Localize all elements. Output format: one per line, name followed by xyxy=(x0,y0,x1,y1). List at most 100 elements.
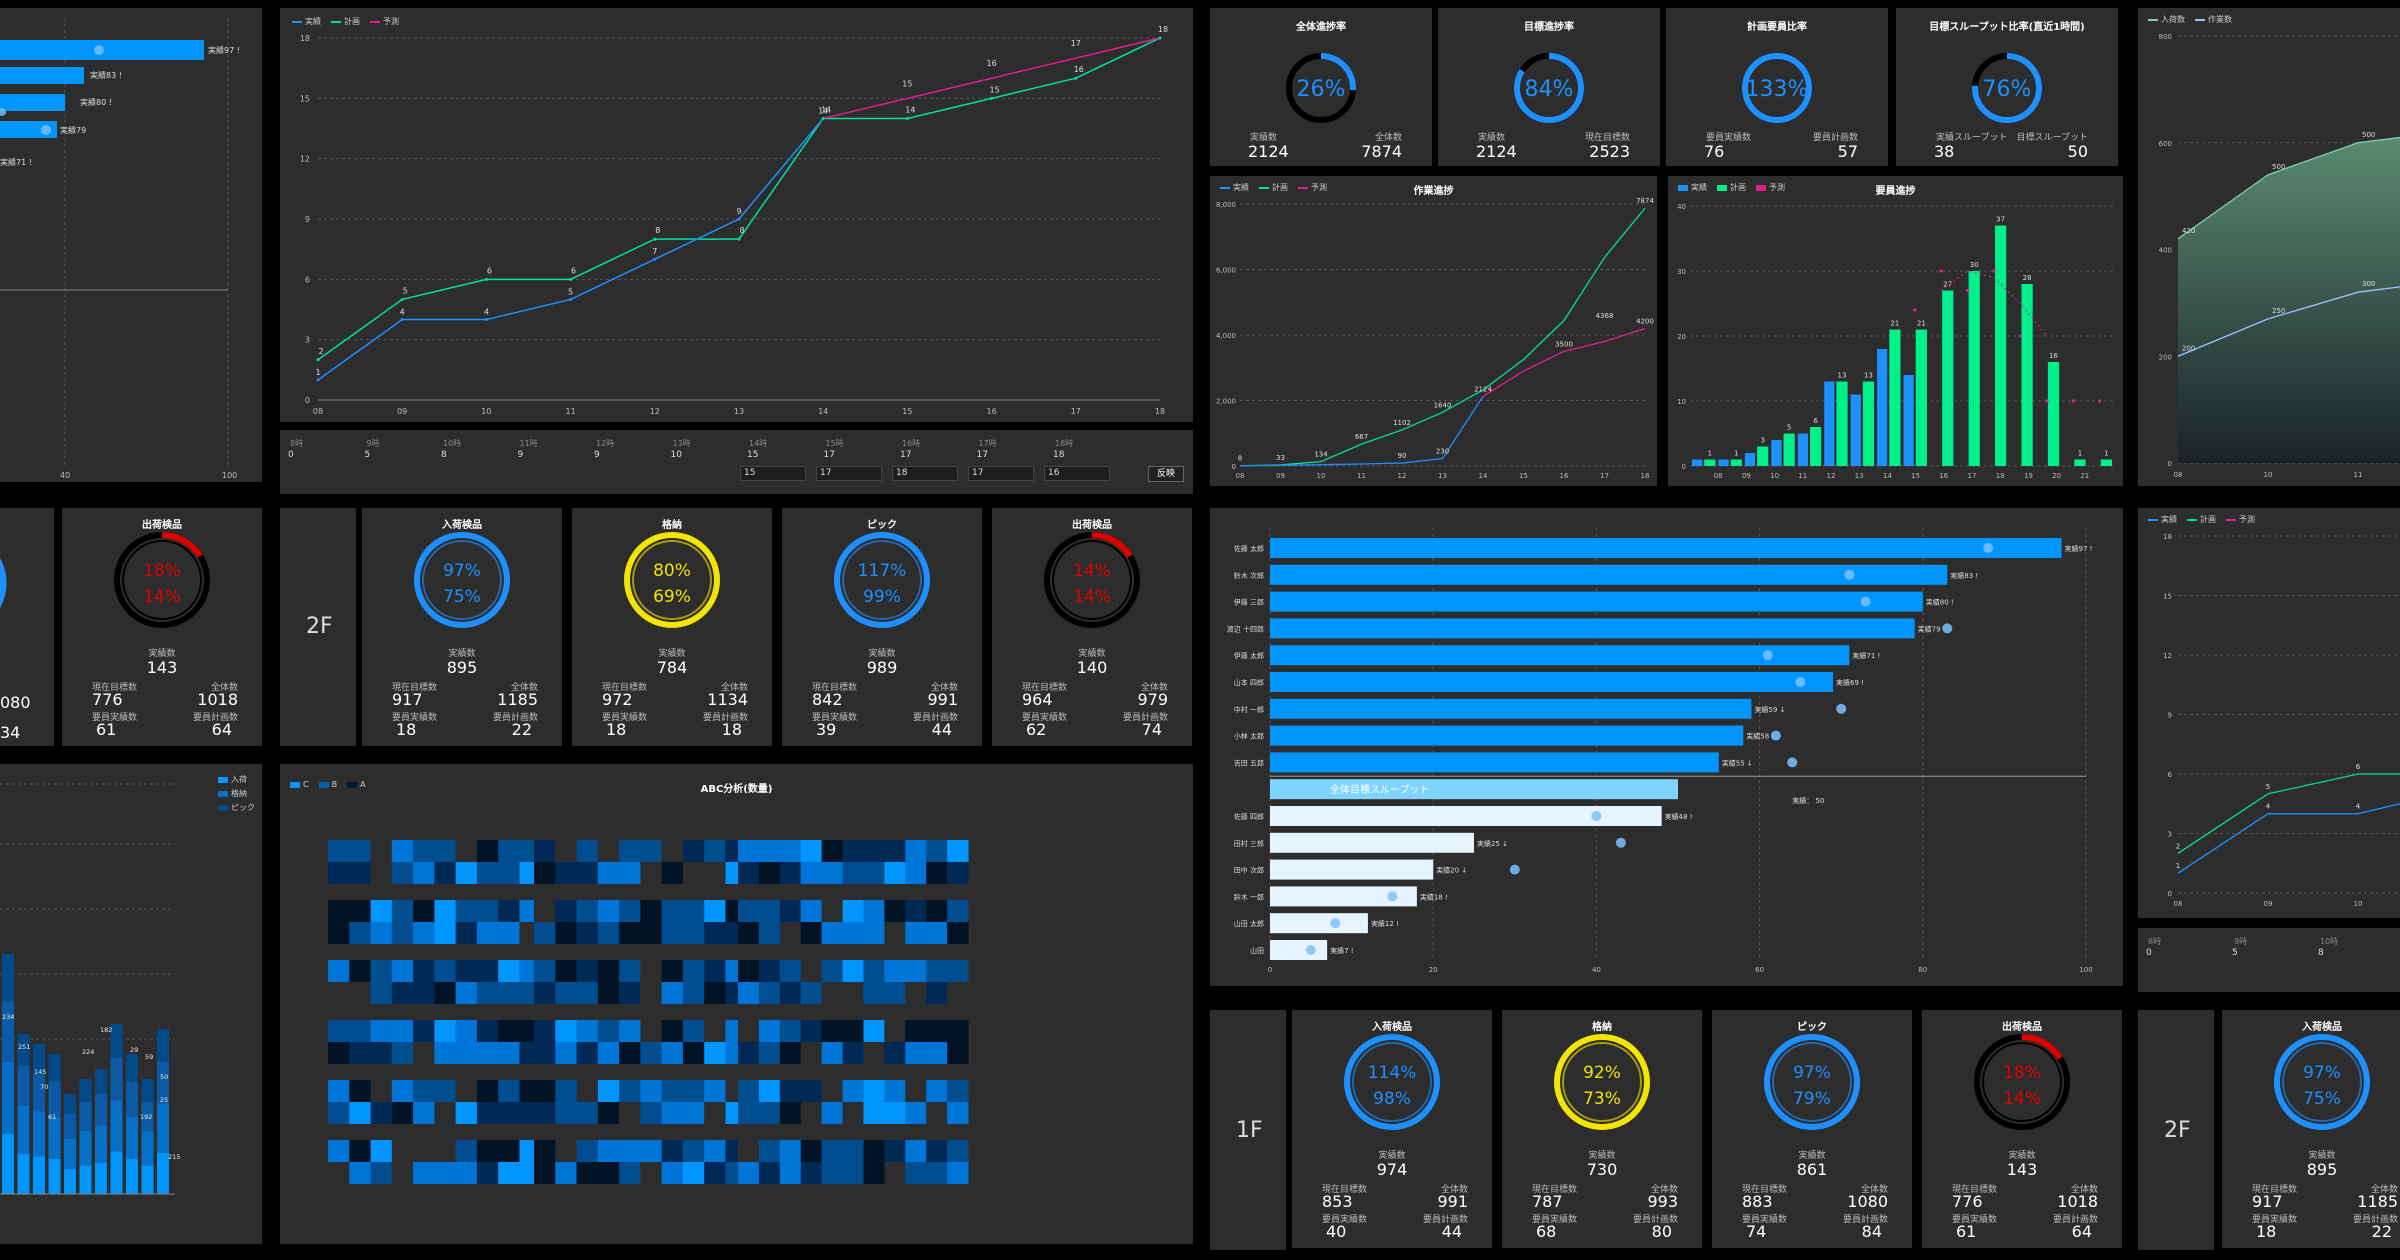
heat-cell xyxy=(661,1102,684,1124)
heat-cell xyxy=(842,1140,864,1162)
process-card: 入荷検品 97% 75% 実績数 895 現在目標数 全体数 917 1185 要… xyxy=(2222,1010,2400,1248)
kpi-left-value: 2124 xyxy=(1248,142,1289,161)
ring-bot-pct: 69% xyxy=(653,587,691,607)
plan-point xyxy=(569,277,573,281)
forecast-point xyxy=(1939,269,1943,273)
heat-cell xyxy=(682,960,705,982)
abc-heatmap-svg xyxy=(328,840,969,1184)
bar-label: 実績79 xyxy=(60,125,86,135)
right-value: 1134 xyxy=(707,690,748,709)
heat-cell xyxy=(704,900,726,922)
heat-cell xyxy=(476,840,499,862)
forecast-input[interactable]: 15 xyxy=(740,466,806,481)
heat-cell xyxy=(682,1042,705,1064)
kpi-ring: 76% xyxy=(1972,53,2042,123)
stack-label: 145 xyxy=(34,1068,46,1076)
heat-cell xyxy=(534,922,556,944)
right-label-2: 要員計画数 xyxy=(2352,1215,2398,1225)
heat-cell xyxy=(476,982,499,1004)
hour-label: 17時 xyxy=(978,439,997,448)
process-title: 格納 xyxy=(662,520,682,531)
heat-cell xyxy=(576,840,599,862)
right-value: 993 xyxy=(1647,1192,1678,1211)
left-value-2: 18 xyxy=(606,720,627,739)
forecast-input[interactable]: 17 xyxy=(968,466,1034,481)
kpi-right-value: 2523 xyxy=(1589,142,1630,161)
plan-bar xyxy=(1915,329,1927,466)
hour-label: 8時 xyxy=(290,439,304,448)
heat-cell xyxy=(758,840,781,862)
right-line-svg: 18 15 12 9 6 3 0 1 4 4 2 5 6 08 09 10 xyxy=(2163,533,2400,908)
heat-cell xyxy=(947,862,969,884)
data-label: 28 xyxy=(2023,274,2032,282)
heat-cell xyxy=(597,922,620,944)
mid-label: 実績数 xyxy=(148,649,176,659)
right-value-2: 44 xyxy=(1441,1222,1462,1241)
forecast-point xyxy=(2045,399,2049,403)
process-card: 入荷検品 97% 75% 実績数 895 現在目標数 全体数 917 1185 要… xyxy=(362,508,562,746)
hour-label: 10時 xyxy=(443,439,462,448)
stack-segment xyxy=(2,1062,14,1134)
data-label: 27 xyxy=(1943,281,1952,289)
x-tick: 16 xyxy=(987,407,997,416)
stacked-svg: 234 251 145 70 224 182 29 59 50 25 61 192 215 xyxy=(0,783,180,1195)
stack-segment xyxy=(48,1082,61,1117)
heat-cell xyxy=(434,1020,457,1042)
ranking-bar xyxy=(1270,806,1662,826)
heat-cell xyxy=(926,1042,948,1064)
heat-cell xyxy=(391,1162,414,1184)
x-tick: 14 xyxy=(1883,472,1892,480)
heat-cell xyxy=(842,862,864,884)
ranking-label: 実績69 ! xyxy=(1836,678,1864,687)
left-label-2: 要員実績数 xyxy=(812,713,858,723)
heat-cell xyxy=(555,1080,578,1102)
heat-cell xyxy=(555,862,578,884)
heat-cell xyxy=(800,840,823,862)
kpi-title: 計画要員比率 xyxy=(1747,22,1807,33)
mid-label: 実績数 xyxy=(2308,1151,2336,1161)
heat-cell xyxy=(328,1102,350,1124)
ring-top-pct: 14% xyxy=(1073,561,1111,581)
stack-segment xyxy=(110,1100,123,1152)
x-tick: 21 xyxy=(2080,472,2089,480)
apply-button[interactable]: 反映 xyxy=(1148,466,1184,482)
forecast-input[interactable]: 18 xyxy=(892,466,958,481)
data-label: 6 xyxy=(1813,417,1818,425)
ranking-label: 実績12 ! xyxy=(1371,919,1399,928)
heat-cell xyxy=(800,960,823,982)
heat-cell xyxy=(842,1080,864,1102)
stack-segment xyxy=(141,1079,154,1102)
heat-cell xyxy=(947,1080,969,1102)
right-label-2: 要員計画数 xyxy=(1122,713,1168,723)
data-label: 16 xyxy=(1074,65,1084,74)
forecast-line xyxy=(823,37,1161,120)
heat-cell xyxy=(863,840,885,862)
actual-bar xyxy=(1824,381,1835,466)
heat-cell xyxy=(884,1140,906,1162)
chart-title: 要員進捗 xyxy=(1875,186,1916,197)
right-value: 1018 xyxy=(197,690,238,709)
left-value-2: 39 xyxy=(816,720,837,739)
ranking-label: 実績97 ! xyxy=(2065,544,2093,553)
target-dot xyxy=(1762,650,1773,661)
hour-label: 16時 xyxy=(902,439,921,448)
heat-cell xyxy=(926,922,948,944)
heat-cell xyxy=(328,1162,350,1184)
heat-cell xyxy=(476,1140,499,1162)
data-label: 6 xyxy=(2356,763,2361,771)
y-tick: 3 xyxy=(305,336,310,345)
actual-line xyxy=(2177,803,2400,874)
ranking-name: 渡辺 十四郎 xyxy=(1227,624,1264,633)
mid-value: 730 xyxy=(1586,1160,1618,1179)
stack-segment xyxy=(95,1162,107,1194)
ranking-name: 伊藤 三郎 xyxy=(1234,598,1264,607)
heat-cell xyxy=(576,1080,599,1102)
ranking-name: 小林 太郎 xyxy=(1234,732,1264,741)
mid-value: 895 xyxy=(446,658,478,677)
heat-cell xyxy=(738,1042,760,1064)
forecast-input[interactable]: 16 xyxy=(1044,466,1110,481)
stack-segment xyxy=(2,1002,14,1062)
heat-cell xyxy=(476,1080,499,1102)
heat-cell xyxy=(884,1042,906,1064)
forecast-input[interactable]: 17 xyxy=(816,466,882,481)
